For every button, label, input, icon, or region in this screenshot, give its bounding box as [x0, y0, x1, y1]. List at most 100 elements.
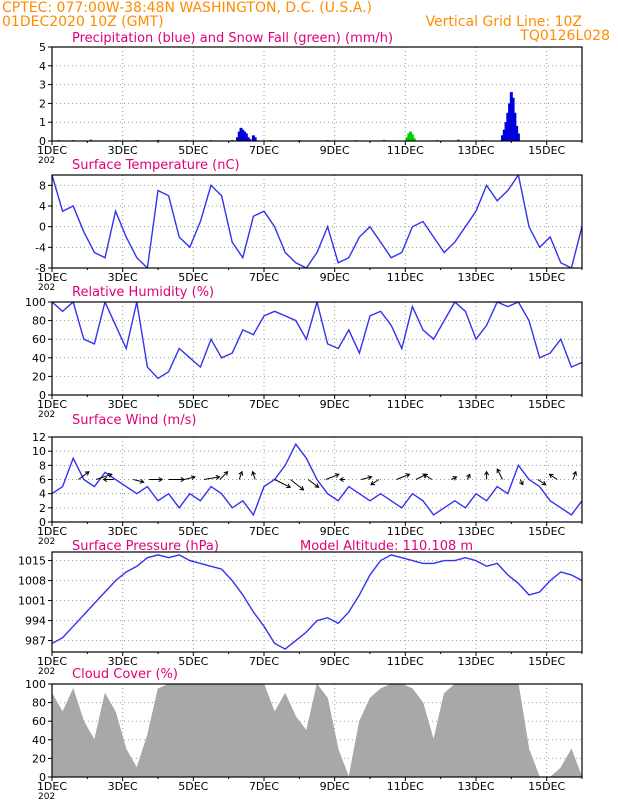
ytick-label-temp: 0	[39, 221, 46, 234]
panel-frame-rh	[51, 301, 583, 396]
ytick-label-rh: 100	[25, 296, 46, 309]
xtick-label-wind: 9DEC	[320, 525, 350, 538]
xtick-label-wind: 3DEC	[108, 525, 138, 538]
xtick-label-temp: 5DEC	[178, 271, 208, 284]
xtick-label-wind: 11DEC	[387, 525, 424, 538]
ytick-label-pres: 1015	[18, 555, 46, 568]
ytick-label-rh: 20	[32, 370, 46, 383]
wind-vector-head	[572, 470, 578, 476]
xtick-label-rh: 5DEC	[178, 398, 208, 411]
ytick-label-temp: -8	[35, 262, 46, 275]
ytick-label-precip: 1	[39, 116, 46, 129]
year-fragment-pres: 202	[38, 667, 55, 677]
xtick-label-precip: 9DEC	[320, 144, 350, 157]
xtick-label-rh: 1DEC	[37, 398, 67, 411]
precipitation-bar	[239, 127, 243, 141]
rh-series-line	[52, 302, 582, 380]
xtick-label-rh: 11DEC	[387, 398, 424, 411]
wind-vector-head	[84, 471, 90, 476]
panel-title-wind: Surface Wind (m/s)	[72, 413, 196, 428]
year-fragment-precip: 202	[38, 156, 55, 166]
precipitation-bar	[511, 97, 515, 141]
precipitation-bar	[243, 131, 247, 141]
wind-vector	[537, 479, 546, 486]
wind-vector-head	[519, 480, 524, 486]
xtick-label-temp: 11DEC	[387, 271, 424, 284]
xtick-label-cloud: 3DEC	[108, 780, 138, 793]
panel-title-precip: Precipitation (blue) and Snow Fall (gree…	[72, 31, 393, 46]
wind-vector-head	[466, 473, 471, 479]
pres-series-line	[52, 554, 582, 650]
ytick-label-cloud: 20	[32, 752, 46, 765]
xtick-label-wind: 1DEC	[37, 525, 67, 538]
year-fragment-rh: 202	[38, 410, 55, 420]
xtick-label-precip: 15DEC	[528, 144, 565, 157]
panel-frame-temp	[51, 174, 583, 269]
panel-frame-wind	[51, 436, 583, 523]
wind-vector	[325, 473, 340, 480]
wind-vector-head	[180, 476, 186, 483]
wind-vector-head	[484, 470, 490, 476]
xtick-label-cloud: 7DEC	[249, 780, 279, 793]
wind-vector-head	[339, 476, 344, 483]
xtick-label-pres: 15DEC	[528, 655, 565, 668]
xtick-label-cloud: 1DEC	[37, 780, 67, 793]
ytick-label-precip: 2	[39, 97, 46, 110]
wind-vector-head	[367, 475, 373, 481]
precipitation-bar	[244, 133, 248, 141]
panel-subtitle-pres: Model Altitude: 110.108 m	[300, 539, 473, 554]
ytick-label-pres: 994	[25, 615, 46, 628]
precipitation-bar	[251, 135, 255, 141]
ytick-label-wind: 2	[39, 502, 46, 515]
wind-vector	[572, 471, 577, 480]
wind-vector	[133, 479, 144, 483]
wind-vector-head	[215, 474, 221, 480]
xtick-label-pres: 1DEC	[37, 655, 67, 668]
wind-vector	[290, 479, 304, 491]
ytick-label-rh: 0	[39, 389, 46, 402]
wind-vector	[423, 473, 433, 480]
wind-vector-head	[251, 470, 256, 476]
xtick-label-wind: 13DEC	[457, 525, 494, 538]
wind-vector-head	[452, 476, 458, 481]
ytick-label-wind: 8	[39, 459, 46, 472]
panel-frame-pres	[51, 551, 583, 653]
ytick-label-cloud: 100	[25, 678, 46, 691]
wind-vector-head	[102, 476, 108, 483]
wind-vector-head	[541, 480, 547, 486]
panel-title-rh: Relative Humidity (%)	[72, 285, 214, 300]
xtick-label-temp: 1DEC	[37, 271, 67, 284]
station-line: CPTEC: 077:00W-38:48N WASHINGTON, D.C. (…	[2, 0, 373, 16]
xtick-label-temp: 7DEC	[249, 271, 279, 284]
precipitation-bar	[513, 112, 517, 141]
xtick-label-wind: 5DEC	[178, 525, 208, 538]
ytick-label-pres: 987	[25, 635, 46, 648]
xtick-label-wind: 15DEC	[528, 525, 565, 538]
panel-frame-precip	[51, 46, 583, 142]
xtick-label-rh: 9DEC	[320, 398, 350, 411]
ytick-label-precip: 4	[39, 60, 46, 73]
ytick-label-temp: -4	[35, 241, 46, 254]
wind-vector-head	[334, 473, 340, 478]
ytick-label-temp: 4	[39, 200, 46, 213]
xtick-label-rh: 13DEC	[457, 398, 494, 411]
year-fragment-cloud: 202	[38, 792, 55, 800]
panel-title-pres: Surface Pressure (hPa)	[72, 539, 219, 554]
xtick-label-precip: 13DEC	[457, 144, 494, 157]
chart-header: CPTEC: 077:00W-38:48N WASHINGTON, D.C. (…	[0, 0, 618, 44]
precipitation-bar	[506, 112, 510, 141]
ytick-label-cloud: 0	[39, 771, 46, 784]
xtick-label-precip: 7DEC	[249, 144, 279, 157]
wind-vector	[78, 471, 90, 480]
ytick-label-wind: 4	[39, 488, 46, 501]
snow-bar	[89, 139, 93, 141]
ytick-label-wind: 10	[32, 445, 46, 458]
wind-vector	[203, 476, 220, 480]
ytick-label-wind: 0	[39, 516, 46, 529]
ytick-label-rh: 40	[32, 352, 46, 365]
ytick-label-cloud: 60	[32, 715, 46, 728]
xtick-label-temp: 13DEC	[457, 271, 494, 284]
xtick-label-rh: 3DEC	[108, 398, 138, 411]
ytick-label-rh: 80	[32, 315, 46, 328]
ytick-label-temp: 8	[39, 179, 46, 192]
